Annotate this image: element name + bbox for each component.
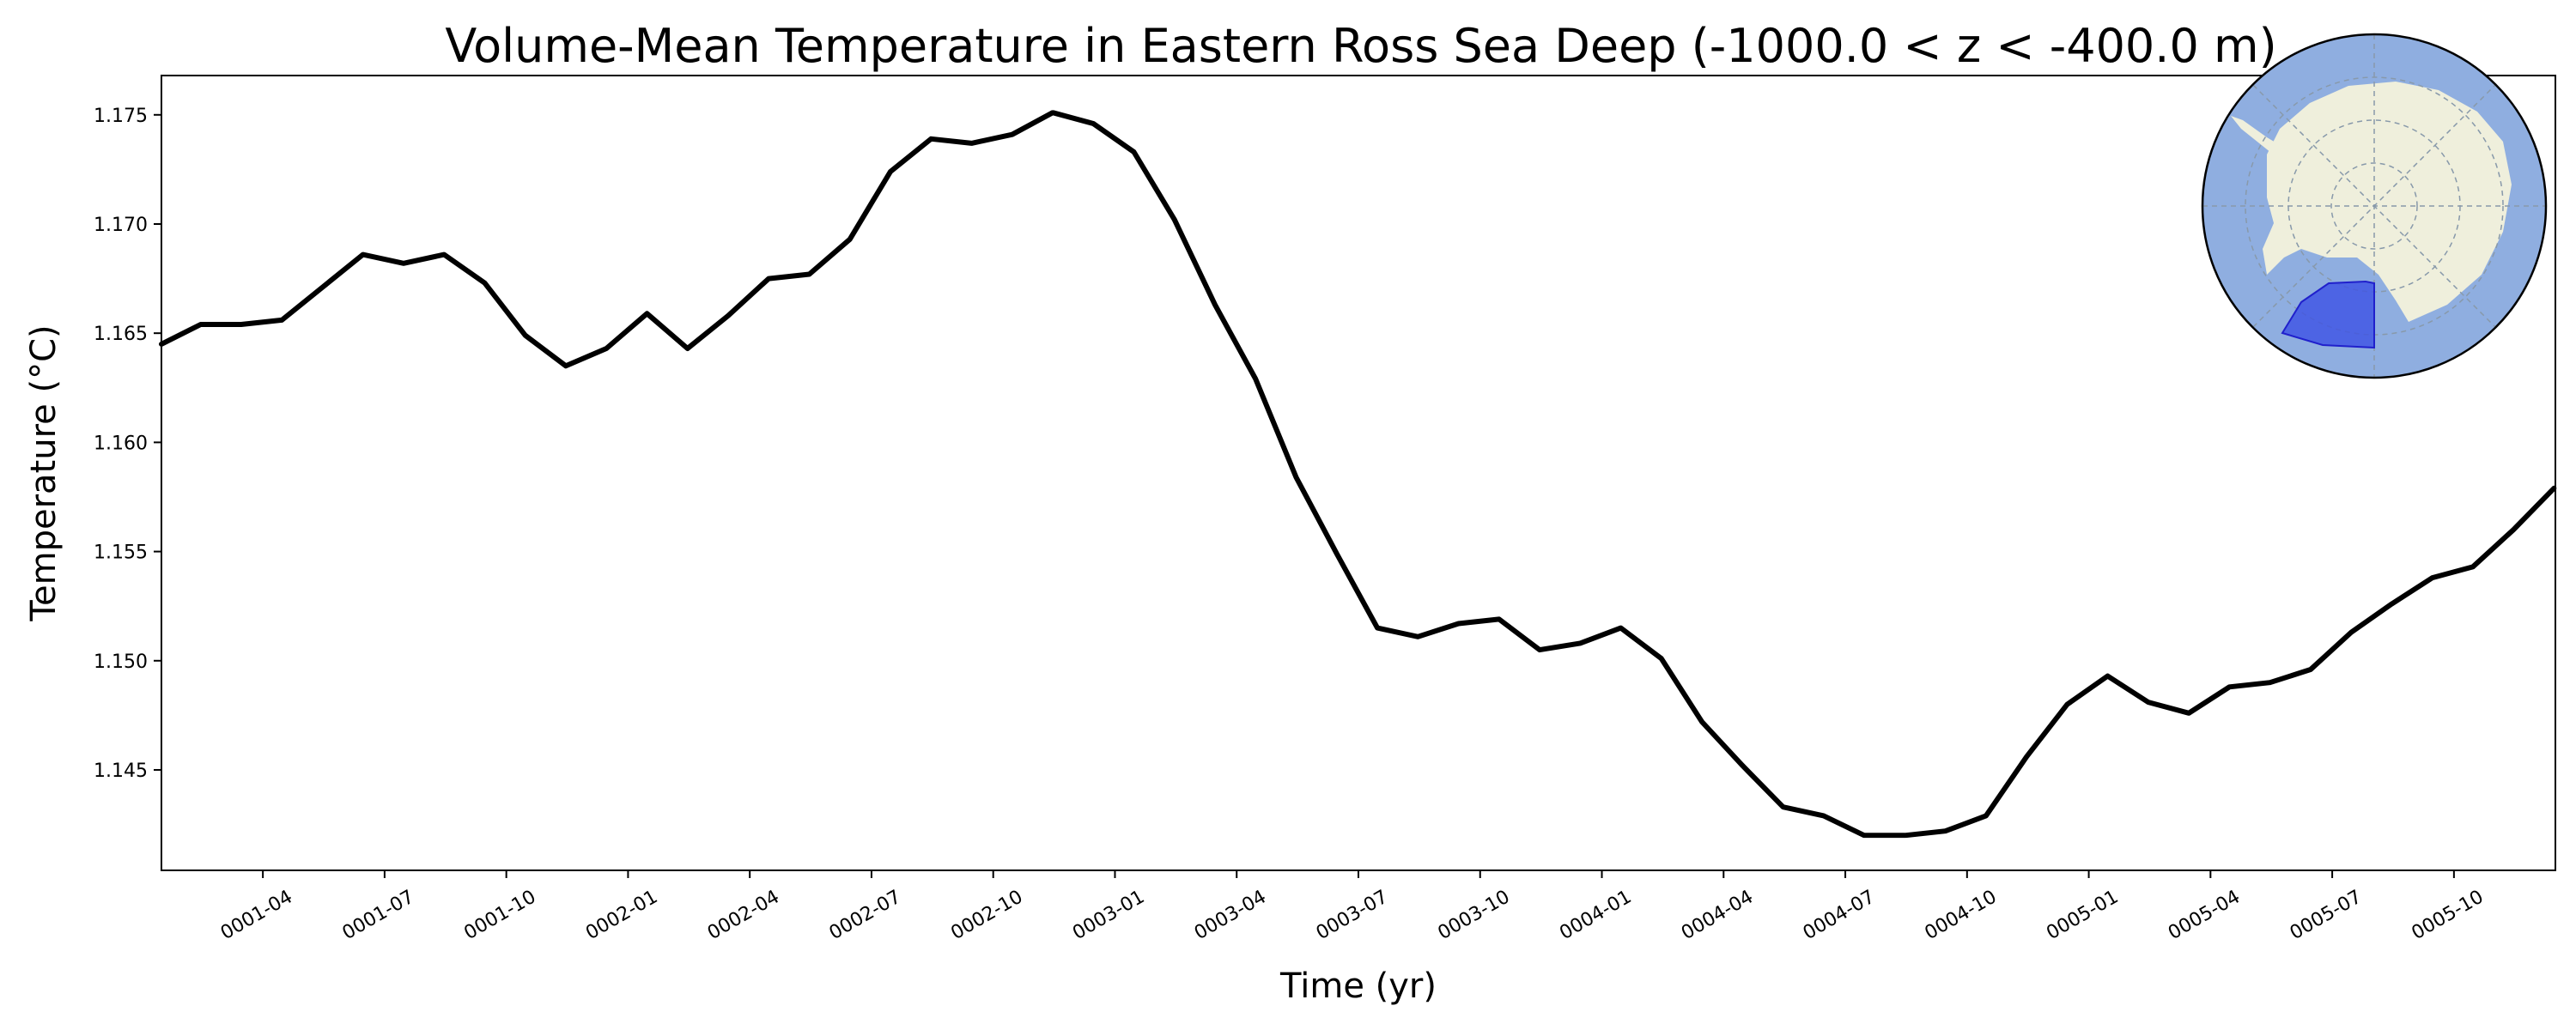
antarctica-inset-map [2201, 33, 2548, 379]
y-tick-label: 1.145 [94, 760, 148, 782]
x-tick-label: 0003-04 [1191, 887, 1270, 945]
x-tick-label: 0003-01 [1069, 887, 1148, 945]
plot-frame [161, 75, 2556, 871]
x-tick-label: 0005-10 [2409, 887, 2488, 945]
x-tick-label: 0005-07 [2287, 887, 2366, 945]
x-axis: 0001-04 0001-07 0001-10 0002-01 0002-04 0002-… [217, 870, 2488, 944]
x-tick-label: 0001-04 [217, 887, 296, 945]
x-tick-label: 0002-10 [947, 887, 1026, 945]
y-axis-label: Temperature (°C) [24, 324, 64, 621]
x-tick-label: 0003-07 [1313, 887, 1392, 945]
x-tick-label: 0004-01 [1556, 887, 1635, 945]
y-tick-label: 1.155 [94, 542, 148, 564]
y-tick-label: 1.165 [94, 324, 148, 345]
x-axis-label: Time (yr) [1279, 966, 1437, 1006]
x-tick-label: 0002-04 [704, 887, 783, 945]
x-tick-label: 0003-10 [1434, 887, 1513, 945]
x-tick-label: 0001-07 [339, 887, 418, 945]
x-tick-label: 0004-07 [1800, 887, 1879, 945]
y-tick-label: 1.170 [94, 215, 148, 236]
x-tick-label: 0004-04 [1678, 887, 1757, 945]
x-tick-label: 0005-04 [2165, 887, 2244, 945]
x-tick-label: 0001-10 [460, 887, 539, 945]
x-tick-label: 0002-07 [826, 887, 905, 945]
y-tick-label: 1.150 [94, 651, 148, 673]
map-border [2201, 33, 2548, 379]
eastern-ross-sea-region [2281, 280, 2375, 349]
antarctica-landmass [2263, 82, 2512, 322]
y-axis: 1.145 1.150 1.155 1.160 1.165 1.170 1.175 [94, 106, 161, 782]
x-tick-label: 0005-01 [2043, 887, 2122, 945]
antarctic-peninsula [2231, 116, 2288, 163]
y-tick-label: 1.160 [94, 433, 148, 454]
x-tick-label: 0002-01 [582, 887, 661, 945]
y-tick-label: 1.175 [94, 106, 148, 127]
temperature-series-line [161, 112, 2554, 835]
x-tick-label: 0004-10 [1922, 887, 2001, 945]
chart-title: Volume-Mean Temperature in Eastern Ross … [445, 19, 2276, 73]
plot-area: 1.145 1.150 1.155 1.160 1.165 1.170 1.175 0001… [94, 75, 2556, 944]
